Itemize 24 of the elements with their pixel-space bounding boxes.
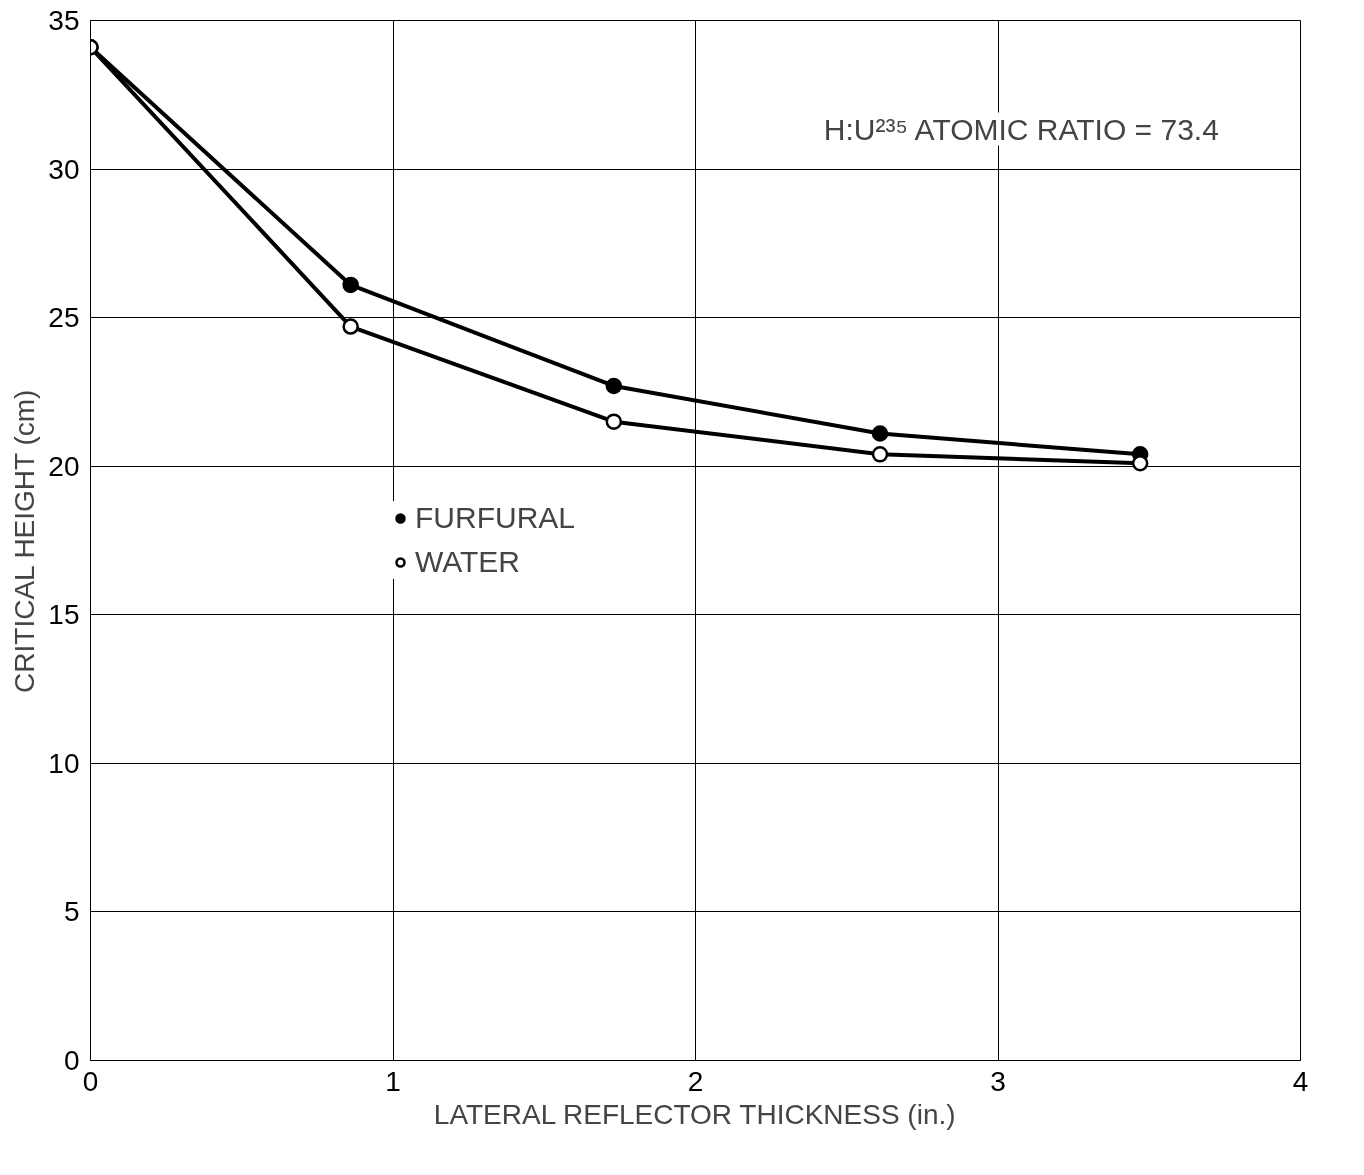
y-tick-label: 20	[48, 450, 80, 482]
y-tick-label: 35	[48, 5, 80, 36]
legend-label: WATER	[415, 545, 520, 579]
y-tick-label: 5	[63, 896, 80, 928]
x-axis-title: LATERAL REFLECTOR THICKNESS (in.)	[433, 1098, 956, 1130]
y-axis-title: CRITICAL HEIGHT (cm)	[9, 389, 41, 693]
point	[342, 276, 359, 294]
point	[871, 446, 889, 463]
legend-label: FURFURAL	[415, 501, 576, 535]
point	[342, 318, 359, 335]
x-tick-label: 2	[687, 1065, 704, 1097]
y-tick-label: 30	[48, 153, 80, 185]
annotation: H:U²³⁵ ATOMIC RATIO = 73.4	[823, 112, 1219, 146]
x-tick-label: 3	[990, 1065, 1006, 1097]
point	[605, 377, 623, 395]
y-tick-label: 10	[48, 747, 80, 779]
y-tick-label: 15	[48, 599, 80, 631]
y-tick-label: 0	[63, 1045, 80, 1076]
point	[1131, 455, 1149, 472]
point	[605, 413, 623, 430]
x-tick-label: 1	[385, 1065, 401, 1097]
point	[871, 425, 889, 442]
y-tick-label: 25	[48, 302, 80, 334]
x-tick-label: 4	[1292, 1065, 1309, 1097]
